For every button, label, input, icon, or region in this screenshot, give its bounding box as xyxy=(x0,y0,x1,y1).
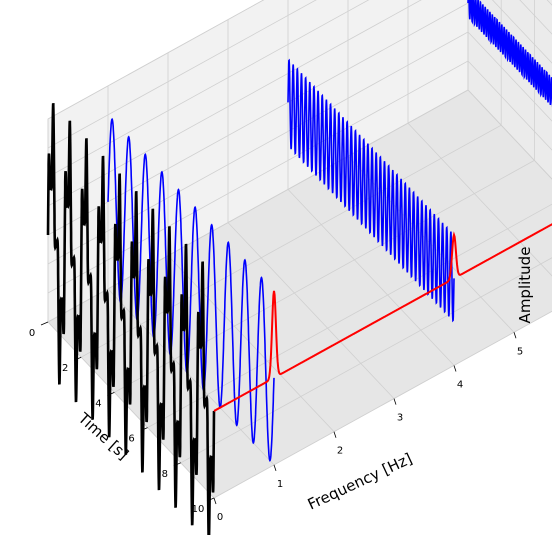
y-tick-label: 1 xyxy=(277,479,283,490)
series-layer xyxy=(46,0,552,535)
y-axis-label: Frequency [Hz] xyxy=(305,449,415,513)
x-tick-mark xyxy=(206,497,215,502)
grid-line-amplitude xyxy=(47,0,552,178)
grid-line-amplitude xyxy=(47,60,552,294)
x-tick-label: 10 xyxy=(192,504,205,515)
grid-line-amplitude xyxy=(47,31,552,265)
y-tick-mark xyxy=(273,464,277,471)
x-tick-mark xyxy=(40,321,49,326)
grid-line-amplitude xyxy=(47,89,552,323)
x-tick-label: 4 xyxy=(95,398,101,409)
y-tick-mark xyxy=(333,431,337,438)
y-tick-mark xyxy=(213,497,217,505)
side-pane xyxy=(467,0,552,180)
sine-line-7hz xyxy=(467,0,552,108)
grid-line-amplitude xyxy=(47,0,265,120)
grid-line-amplitude xyxy=(47,0,552,207)
sum-signal-line xyxy=(46,102,216,535)
grid-line-amplitude xyxy=(47,0,552,149)
y-tick-mark xyxy=(393,398,397,405)
x-tick-mark xyxy=(107,392,115,396)
grid-line-time xyxy=(147,203,552,428)
y-tick-mark xyxy=(513,332,517,339)
sine-line-1hz xyxy=(107,117,275,462)
y-tick-label: 3 xyxy=(397,413,403,424)
x-tick-label: 2 xyxy=(62,363,68,374)
y-tick-mark xyxy=(453,365,457,372)
z-axis-label: Amplitude xyxy=(516,247,534,324)
y-tick-label: 5 xyxy=(517,346,523,357)
sine-line-4hz xyxy=(287,58,455,323)
y-tick-label: 2 xyxy=(337,446,343,457)
x-tick-label: 6 xyxy=(128,434,134,445)
x-tick-label: 8 xyxy=(162,469,168,480)
grid-line-time xyxy=(213,310,552,499)
x-tick-mark xyxy=(74,356,82,361)
y-tick-label: 4 xyxy=(457,379,463,390)
spectrum-line xyxy=(213,223,552,412)
x-tick-mark xyxy=(140,427,148,431)
y-tick-label: 0 xyxy=(217,512,223,523)
x-axis-label: Time [s] xyxy=(74,409,132,464)
grid-line-time xyxy=(180,257,552,464)
tick-layer: 024681001234567-30-20-10010203040 xyxy=(29,321,523,523)
x-tick-label: 0 xyxy=(29,328,35,339)
x-tick-mark xyxy=(173,462,181,467)
